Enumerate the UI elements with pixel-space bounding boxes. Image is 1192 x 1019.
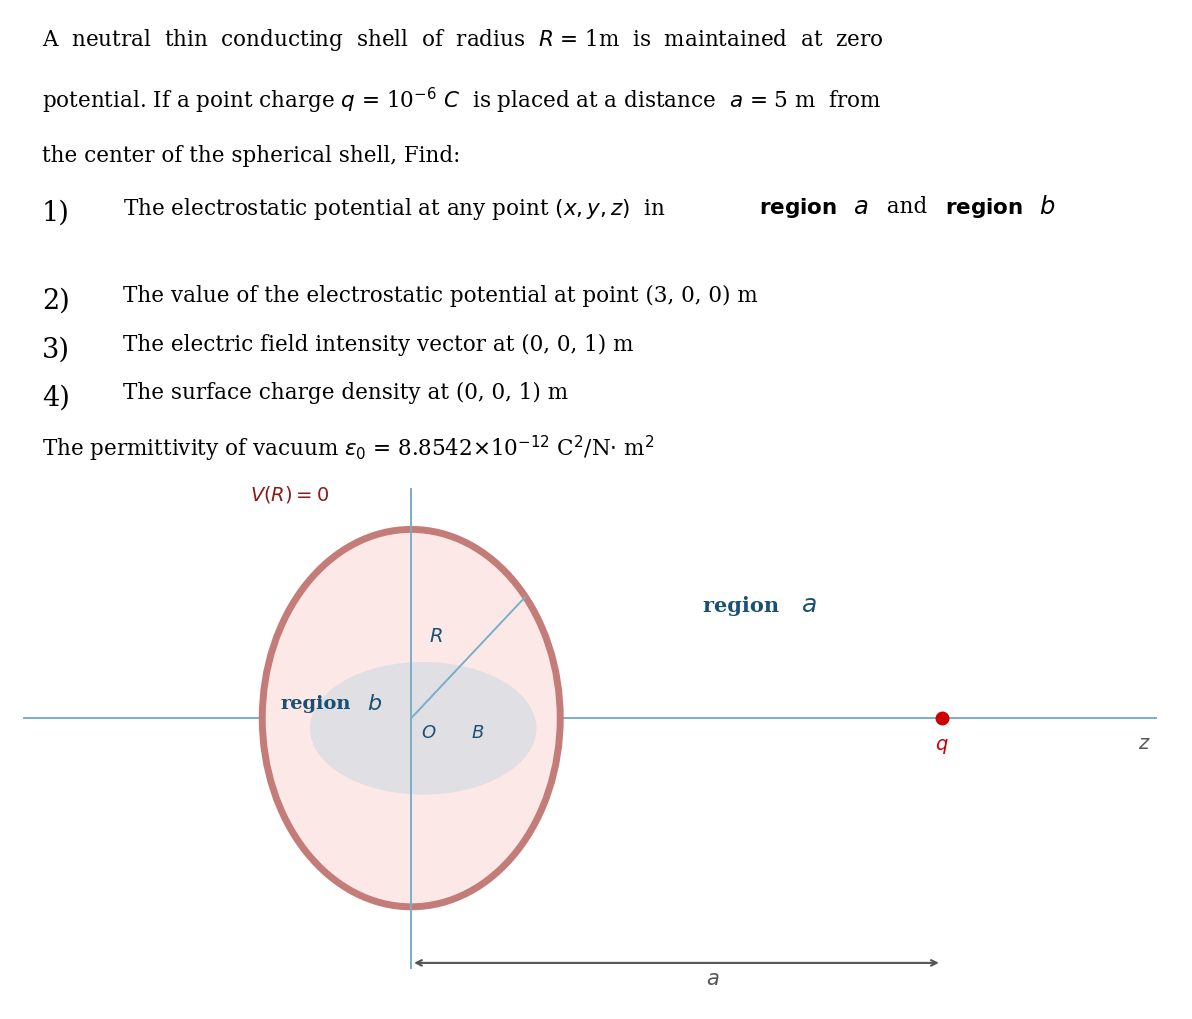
Text: $\mathbf{region\ }$: $\mathbf{region\ }$ [945, 196, 1024, 220]
Text: The permittivity of vacuum $\varepsilon_0$ = 8.8542$\times$10$^{-12}$ C$^2$/N$\c: The permittivity of vacuum $\varepsilon_… [42, 433, 654, 464]
Text: 4): 4) [42, 384, 69, 412]
Text: The surface charge density at (0, 0, 1) m: The surface charge density at (0, 0, 1) … [123, 381, 567, 404]
Text: $\mathbf{\mathit{b}}$: $\mathbf{\mathit{b}}$ [367, 692, 383, 714]
Text: $\mathbf{region\ }$: $\mathbf{region\ }$ [759, 196, 838, 220]
Text: and: and [873, 196, 940, 218]
Text: region: region [280, 694, 350, 712]
Text: The electrostatic potential at any point $(x, y, z)$  in: The electrostatic potential at any point… [123, 196, 673, 222]
Text: $\mathbf{\mathit{b}}$: $\mathbf{\mathit{b}}$ [1039, 196, 1056, 219]
Text: $q$: $q$ [935, 737, 949, 756]
Text: 3): 3) [42, 336, 69, 363]
Text: $V(R) = 0$: $V(R) = 0$ [250, 483, 329, 504]
Ellipse shape [262, 530, 560, 907]
Text: $\mathbf{\mathit{a}}$: $\mathbf{\mathit{a}}$ [853, 196, 869, 219]
Text: the center of the spherical shell, Find:: the center of the spherical shell, Find: [42, 145, 460, 167]
Text: $B$: $B$ [471, 723, 484, 742]
Text: $z$: $z$ [1138, 735, 1151, 753]
Text: $a$: $a$ [706, 969, 719, 988]
Text: A  neutral  thin  conducting  shell  of  radius  $R$ = 1m  is  maintained  at  z: A neutral thin conducting shell of radiu… [42, 26, 883, 52]
Text: $\mathbf{\mathit{a}}$: $\mathbf{\mathit{a}}$ [801, 594, 817, 616]
Text: The value of the electrostatic potential at point (3, 0, 0) m: The value of the electrostatic potential… [123, 284, 758, 307]
Text: region: region [703, 595, 787, 615]
Text: 1): 1) [42, 199, 69, 226]
Text: $O$: $O$ [421, 723, 436, 742]
Text: potential. If a point charge $q$ = 10$^{-6}$ $C$  is placed at a distance  $a$ =: potential. If a point charge $q$ = 10$^{… [42, 86, 881, 116]
Ellipse shape [310, 662, 536, 795]
Text: $R$: $R$ [429, 628, 442, 646]
Text: 2): 2) [42, 287, 69, 315]
Text: The electric field intensity vector at (0, 0, 1) m: The electric field intensity vector at (… [123, 333, 633, 356]
